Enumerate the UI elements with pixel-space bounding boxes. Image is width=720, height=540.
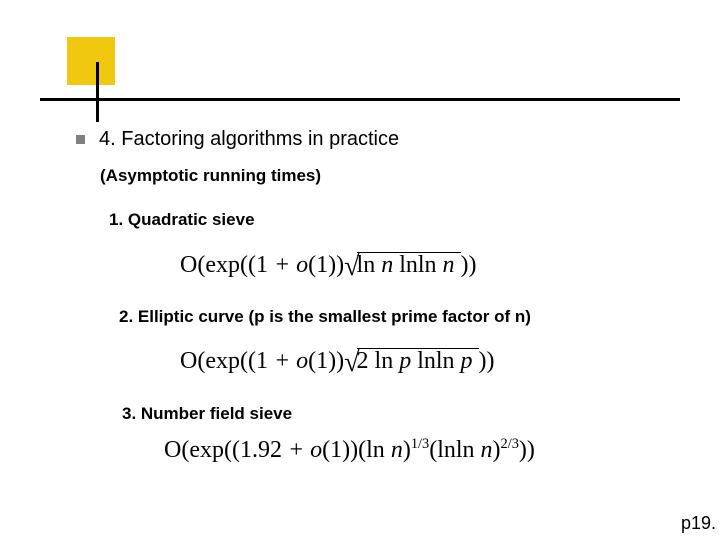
page-number-text: p19.: [681, 513, 716, 533]
main-heading-text: 4. Factoring algorithms in practice: [99, 128, 399, 150]
formula-3: O(exp((1.92 + o(1))(ln n)1/3(lnln n)2/3)…: [164, 436, 535, 464]
bullet-icon: [76, 135, 85, 144]
deco-yellow-box: [67, 37, 115, 85]
subtitle-text: (Asymptotic running times): [100, 166, 321, 185]
item-heading-1-text: 1. Quadratic sieve: [109, 210, 255, 229]
item-heading-2-text: 2. Elliptic curve (p is the smallest pri…: [119, 307, 531, 326]
formula-2: O(exp((1 + o(1))√2 ln p lnln p )): [180, 344, 495, 376]
deco-vertical-line: [96, 62, 99, 122]
item-heading-2: 2. Elliptic curve (p is the smallest pri…: [119, 307, 531, 327]
item-heading-3: 3. Number field sieve: [122, 404, 292, 424]
deco-horizontal-line: [40, 98, 680, 101]
slide: 4. Factoring algorithms in practice (Asy…: [0, 0, 720, 540]
item-heading-1: 1. Quadratic sieve: [109, 210, 255, 230]
item-heading-3-text: 3. Number field sieve: [122, 404, 292, 423]
subtitle: (Asymptotic running times): [100, 166, 321, 186]
page-number: p19.: [681, 513, 716, 534]
main-heading: 4. Factoring algorithms in practice: [76, 128, 399, 151]
formula-1: O(exp((1 + o(1))√ln n lnln n )): [180, 248, 477, 280]
